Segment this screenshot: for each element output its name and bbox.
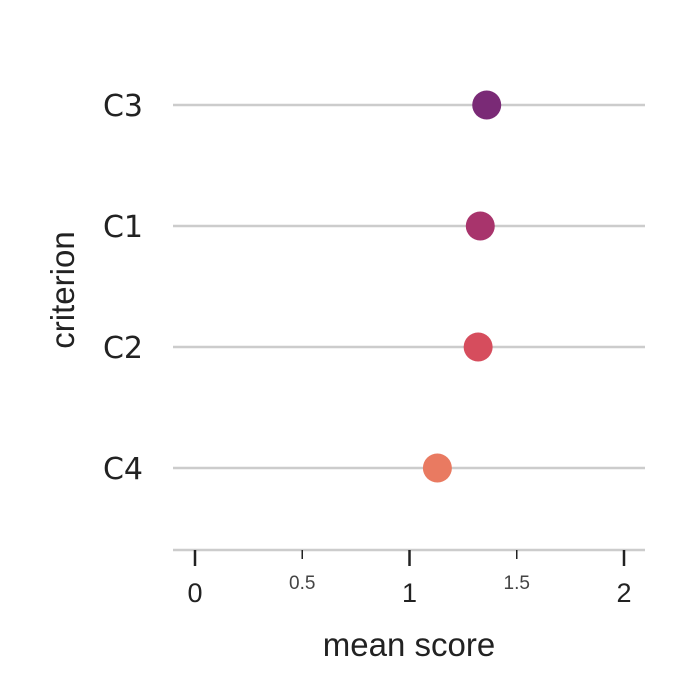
point-c4 <box>422 453 452 483</box>
x-axis-title: mean score <box>323 626 495 663</box>
y-tick-label-c3: C3 <box>103 89 143 124</box>
guide-lines <box>173 103 645 470</box>
y-tick-label-c2: C2 <box>103 331 143 366</box>
x-tick-label-1: 1 <box>402 578 417 608</box>
x-tick-label-0.5: 0.5 <box>289 573 315 594</box>
point-c2 <box>463 332 493 362</box>
y-axis-title: criterion <box>44 231 81 348</box>
data-points <box>422 90 502 483</box>
x-tick-label-1.5: 1.5 <box>504 573 530 594</box>
y-tick-label-c1: C1 <box>103 210 143 245</box>
point-c3 <box>472 90 502 120</box>
x-tick-label-2: 2 <box>616 578 631 608</box>
x-ticks: 0 0.5 1 1.5 2 <box>187 550 632 608</box>
x-tick-label-0: 0 <box>187 578 202 608</box>
y-category-labels: C3 C1 C2 C4 <box>103 89 143 487</box>
point-c1 <box>465 211 495 241</box>
y-tick-label-c4: C4 <box>103 452 143 487</box>
